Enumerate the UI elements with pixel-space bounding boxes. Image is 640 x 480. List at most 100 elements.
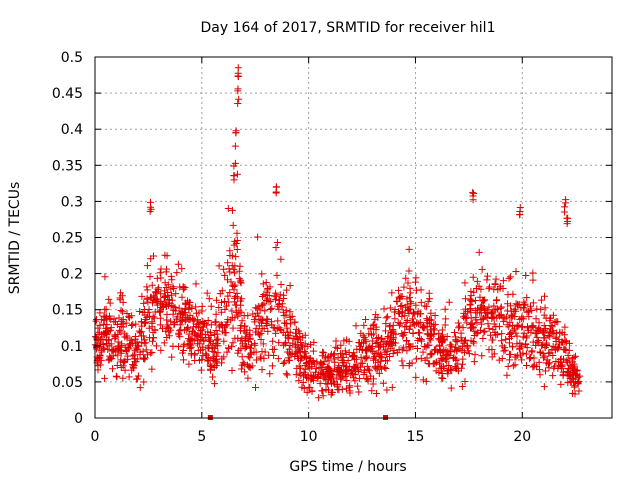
y-tick-label: 0.1: [61, 339, 83, 355]
data-point: [337, 367, 345, 375]
data-point: [529, 299, 537, 307]
data-point: [160, 339, 168, 347]
data-point: [529, 363, 537, 371]
data-point: [358, 346, 366, 354]
data-point: [178, 265, 186, 273]
data-point: [286, 282, 294, 290]
data-point: [337, 353, 345, 361]
data-point: [228, 343, 236, 351]
data-point: [513, 321, 521, 329]
data-point: [191, 351, 199, 359]
data-point: [537, 326, 545, 334]
data-point: [228, 307, 236, 315]
data-point: [565, 356, 573, 364]
data-point: [386, 304, 394, 312]
data-point: [204, 317, 212, 325]
data-point: [209, 339, 217, 347]
data-point: [382, 364, 390, 372]
data-point: [316, 379, 324, 387]
data-point: [242, 343, 250, 351]
data-point: [431, 311, 439, 319]
data-point: [292, 325, 300, 333]
data-point: [571, 382, 579, 390]
data-point: [219, 327, 227, 335]
data-point: [492, 275, 500, 283]
data-point: [472, 313, 480, 321]
data-point: [323, 354, 331, 362]
data-point: [133, 375, 141, 383]
data-point: [223, 276, 231, 284]
data-point: [576, 372, 584, 380]
data-point: [238, 295, 246, 303]
data-point: [170, 284, 178, 292]
data-point: [498, 355, 506, 363]
axis-ticks: [94, 56, 612, 419]
data-point: [549, 372, 557, 380]
data-point: [515, 300, 523, 308]
data-point: [212, 310, 220, 318]
data-point: [463, 319, 471, 327]
data-point: [470, 288, 478, 296]
data-point: [510, 307, 518, 315]
data-point: [259, 280, 267, 288]
data-point: [519, 333, 527, 341]
data-point: [561, 199, 569, 207]
data-point: [307, 376, 315, 384]
data-point: [528, 306, 536, 314]
data-point: [237, 279, 245, 287]
data-point: [303, 374, 311, 382]
data-point: [535, 366, 543, 374]
data-point: [130, 361, 138, 369]
data-point: [231, 142, 239, 150]
data-point: [452, 365, 460, 373]
data-point: [377, 350, 385, 358]
data-point: [397, 302, 405, 310]
data-point: [98, 331, 106, 339]
data-point: [157, 290, 165, 298]
data-point: [162, 268, 170, 276]
data-point: [379, 379, 387, 387]
data-point: [421, 343, 429, 351]
data-point: [435, 341, 443, 349]
data-point: [351, 371, 359, 379]
data-point: [296, 364, 304, 372]
data-point: [114, 342, 122, 350]
data-point: [215, 262, 223, 270]
data-point: [106, 299, 114, 307]
data-point: [383, 340, 391, 348]
data-point: [479, 315, 487, 323]
data-point: [150, 294, 158, 302]
data-point: [461, 378, 469, 386]
data-point: [549, 311, 557, 319]
data-point: [148, 281, 156, 289]
data-point: [480, 296, 488, 304]
data-point: [229, 324, 237, 332]
data-point: [140, 299, 148, 307]
data-point: [254, 328, 262, 336]
data-point: [99, 341, 107, 349]
data-point: [279, 328, 287, 336]
data-point: [427, 309, 435, 317]
data-point: [521, 340, 529, 348]
data-point: [249, 310, 257, 318]
data-point: [332, 337, 340, 345]
data-point: [362, 315, 370, 323]
data-point: [109, 365, 117, 373]
data-point: [286, 328, 294, 336]
data-point: [516, 204, 524, 212]
data-point: [265, 298, 273, 306]
data-point: [157, 274, 165, 282]
data-point: [121, 366, 129, 374]
data-point: [512, 268, 520, 276]
data-point: [101, 306, 109, 314]
data-point: [523, 332, 531, 340]
data-point: [303, 342, 311, 350]
data-point: [409, 309, 417, 317]
data-point: [428, 350, 436, 358]
data-point: [283, 286, 291, 294]
data-point: [330, 351, 338, 359]
data-point: [235, 275, 243, 283]
data-point: [193, 320, 201, 328]
data-point: [98, 348, 106, 356]
data-point: [426, 316, 434, 324]
